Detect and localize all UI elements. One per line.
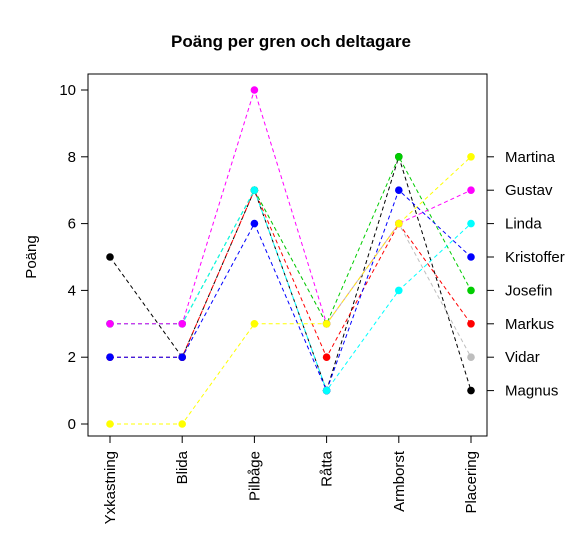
data-point bbox=[178, 320, 186, 328]
series-label: Markus bbox=[505, 316, 554, 333]
y-axis: 0 2 4 6 8 10 bbox=[59, 82, 89, 433]
series-line bbox=[110, 188, 472, 359]
y-tick-label: 4 bbox=[68, 282, 76, 299]
data-point bbox=[178, 353, 186, 362]
y-axis-label: Poäng bbox=[23, 235, 40, 278]
data-point bbox=[395, 219, 403, 228]
data-point bbox=[467, 253, 475, 261]
series-label: Kristoffer bbox=[505, 249, 565, 266]
data-point bbox=[250, 186, 259, 194]
data-point bbox=[322, 386, 331, 395]
data-point bbox=[106, 420, 114, 428]
data-point bbox=[395, 186, 403, 194]
series-line bbox=[110, 189, 472, 392]
y-tick-label: 8 bbox=[68, 149, 76, 166]
y-tick-label: 2 bbox=[68, 349, 76, 366]
series-line bbox=[110, 156, 472, 425]
data-point bbox=[467, 219, 475, 228]
data-point bbox=[395, 286, 403, 295]
series-lines bbox=[109, 88, 472, 425]
data-point bbox=[322, 353, 331, 362]
x-axis: Yxkastning Blida Pilbåge Råtta Armborst Place… bbox=[102, 435, 480, 524]
series-label: Linda bbox=[505, 216, 542, 233]
data-point bbox=[106, 253, 114, 261]
data-point bbox=[395, 153, 403, 161]
data-point bbox=[106, 320, 114, 328]
data-point bbox=[178, 420, 186, 428]
x-tick-label: Placering bbox=[463, 451, 480, 514]
series-labels: Magnus Vidar Markus Josefin Kristoffer Linda G… bbox=[487, 149, 565, 400]
series-label: Magnus bbox=[505, 383, 558, 400]
data-point bbox=[467, 320, 475, 328]
series-label: Vidar bbox=[505, 349, 540, 366]
y-tick-label: 6 bbox=[68, 216, 76, 233]
data-point bbox=[250, 320, 259, 328]
y-tick-label: 10 bbox=[59, 82, 76, 99]
data-point bbox=[106, 353, 114, 362]
series-points bbox=[106, 86, 475, 428]
x-tick-label: Råtta bbox=[319, 450, 336, 487]
chart-title: Poäng per gren och deltagare bbox=[171, 32, 411, 51]
y-tick-label: 0 bbox=[68, 416, 76, 433]
plot-frame bbox=[87, 73, 488, 437]
data-point bbox=[467, 353, 475, 362]
data-point bbox=[467, 286, 475, 295]
x-tick-label: Yxkastning bbox=[102, 451, 119, 524]
series-label: Gustav bbox=[505, 182, 553, 199]
data-point bbox=[467, 153, 475, 161]
data-point bbox=[467, 386, 475, 395]
x-tick-label: Blida bbox=[174, 450, 191, 484]
series-label: Martina bbox=[505, 149, 556, 166]
x-tick-label: Pilbåge bbox=[246, 451, 263, 501]
data-point bbox=[322, 320, 331, 328]
series-label: Josefin bbox=[505, 282, 553, 299]
data-point bbox=[250, 86, 259, 94]
series-line bbox=[110, 188, 472, 392]
data-point bbox=[467, 186, 475, 194]
x-tick-label: Armborst bbox=[391, 450, 408, 512]
series-line bbox=[110, 155, 472, 325]
data-point bbox=[250, 219, 259, 228]
